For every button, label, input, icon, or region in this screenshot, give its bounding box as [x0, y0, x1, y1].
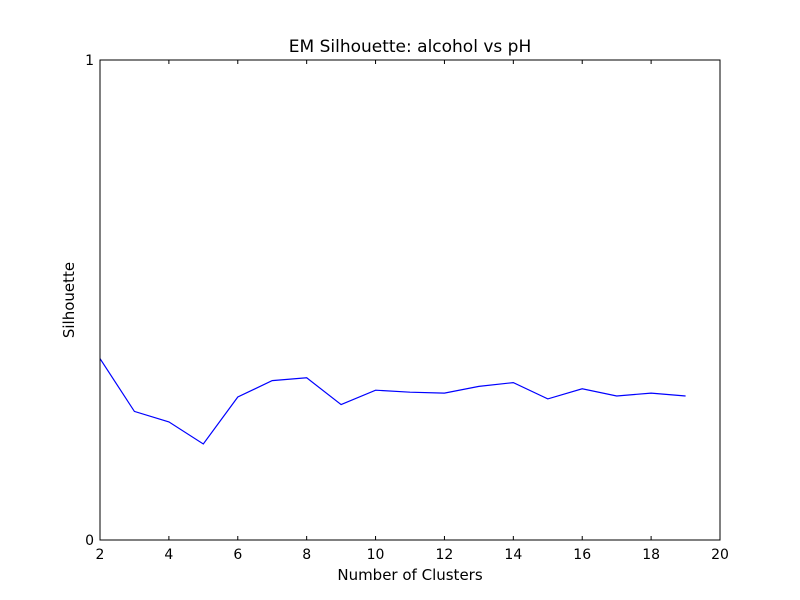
x-tick-label: 8 [302, 547, 311, 563]
y-axis-label: Silhouette [60, 262, 78, 338]
y-tick-label: 1 [85, 53, 94, 69]
plot-layer [99, 358, 686, 445]
ticks-layer: 2 4 6 8 10 12 14 16 18 20 0 1 [85, 53, 729, 563]
x-tick-label: 4 [164, 547, 173, 563]
plot-frame [99, 59, 721, 541]
x-tick-label: 18 [642, 547, 660, 563]
x-tick-label: 20 [711, 547, 729, 563]
x-tick-label: 16 [573, 547, 591, 563]
x-tick-label: 14 [504, 547, 522, 563]
x-tick-label: 2 [96, 547, 105, 563]
chart-title: EM Silhouette: alcohol vs pH [289, 37, 531, 57]
x-axis-label: Number of Clusters [337, 566, 482, 584]
y-tick-label: 0 [85, 533, 94, 549]
series-line-0 [99, 358, 686, 445]
x-tick-label: 6 [233, 547, 242, 563]
x-tick-label: 10 [367, 547, 385, 563]
x-tick-label: 12 [436, 547, 454, 563]
